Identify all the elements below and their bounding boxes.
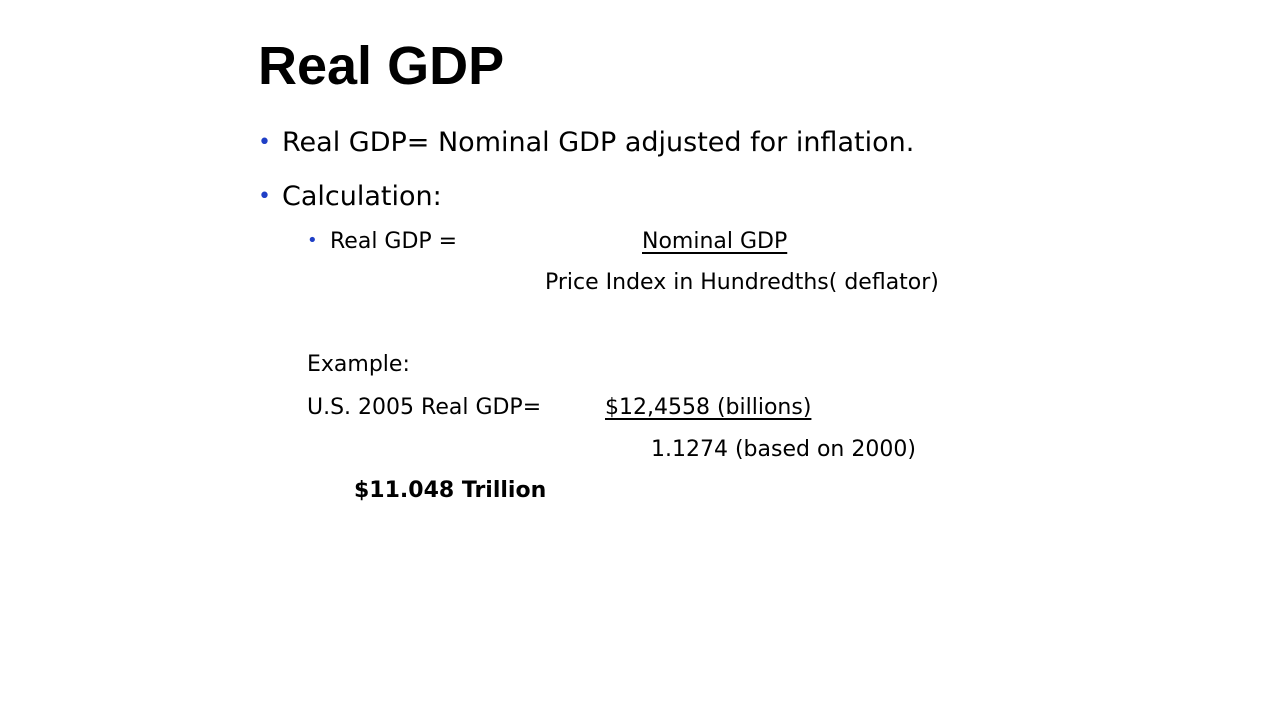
formula-lhs: Real GDP = xyxy=(330,229,458,254)
example-result: $11.048 Trillion xyxy=(354,478,547,503)
example-heading: Example: xyxy=(307,352,410,377)
bullet-dot-icon: • xyxy=(258,184,271,209)
formula-denominator: Price Index in Hundredths( deflator) xyxy=(545,270,939,295)
slide-title: Real GDP xyxy=(258,36,505,96)
bullet-calculation: Calculation: xyxy=(282,181,442,212)
bullet-dot-icon: • xyxy=(258,130,271,155)
example-numerator: $12,4558 (billions) xyxy=(605,395,812,420)
example-denominator: 1.1274 (based on 2000) xyxy=(651,437,916,462)
formula-numerator: Nominal GDP xyxy=(642,229,788,254)
sub-bullet-dot-icon: • xyxy=(307,230,318,251)
example-lhs: U.S. 2005 Real GDP= xyxy=(307,395,542,420)
bullet-definition: Real GDP= Nominal GDP adjusted for infla… xyxy=(282,127,915,158)
